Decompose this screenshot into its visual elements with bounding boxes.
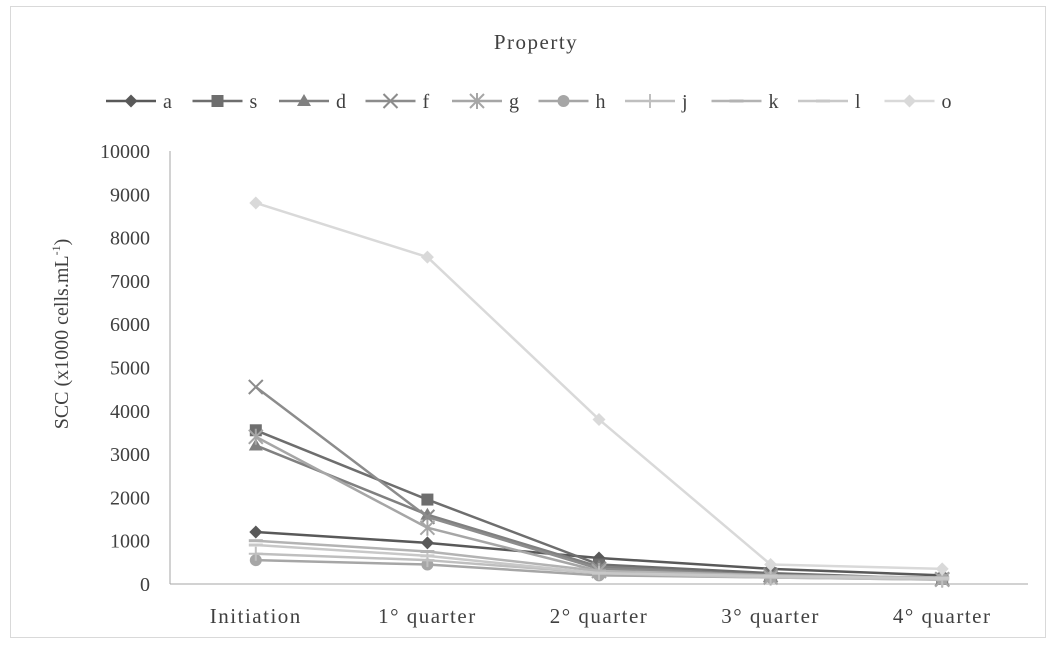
legend-item-j: j bbox=[625, 91, 688, 113]
y-tick-label: 9000 bbox=[110, 184, 150, 206]
x-tick-label: 3° quarter bbox=[721, 604, 820, 628]
x-axis-ticks: Initiation 1° quarter 2° quarter 3° quarter… bbox=[210, 604, 992, 628]
series-line-o bbox=[255, 201, 943, 571]
legend-label: h bbox=[596, 91, 606, 113]
y-tick-label: 1000 bbox=[110, 531, 150, 553]
y-axis-title-main: SCC (x1000 cells.mL bbox=[51, 255, 73, 429]
legend-item-d: d bbox=[279, 91, 346, 113]
x-tick-label: Initiation bbox=[210, 604, 302, 628]
data-point-g bbox=[248, 428, 264, 445]
data-point-f bbox=[248, 379, 264, 395]
legend-marker bbox=[124, 94, 138, 108]
y-tick-label: 7000 bbox=[110, 271, 150, 293]
legend-label: o bbox=[942, 91, 952, 113]
chart-frame bbox=[10, 6, 1046, 638]
legend-item-o: o bbox=[884, 91, 952, 113]
y-axis-title-close: ) bbox=[51, 239, 73, 246]
legend-label: d bbox=[336, 91, 346, 113]
legend-marker bbox=[903, 94, 916, 108]
legend-marker bbox=[557, 95, 570, 107]
legend-label: s bbox=[250, 91, 258, 113]
legend-item-g: g bbox=[452, 91, 519, 113]
data-point-o bbox=[420, 250, 434, 264]
series-o bbox=[249, 196, 949, 576]
data-point-a bbox=[249, 525, 263, 539]
legend-label: g bbox=[509, 91, 519, 113]
x-tick-label: 2° quarter bbox=[550, 604, 649, 628]
chart-title: Property bbox=[494, 30, 578, 54]
y-tick-label: 2000 bbox=[110, 487, 150, 509]
legend-marker bbox=[382, 93, 399, 109]
legend-label: k bbox=[769, 91, 779, 113]
series-layer bbox=[248, 196, 950, 588]
y-tick-label: 3000 bbox=[110, 444, 150, 466]
x-tick-label: 1° quarter bbox=[378, 604, 477, 628]
y-axis-title-sup: -1 bbox=[49, 245, 63, 255]
y-axis-title: SCC (x1000 cells.mL-1) bbox=[49, 239, 73, 430]
y-tick-label: 4000 bbox=[110, 401, 150, 423]
data-point-o bbox=[935, 562, 949, 576]
legend-item-s: s bbox=[192, 91, 258, 113]
legend-item-f: f bbox=[365, 91, 430, 113]
data-point-o bbox=[764, 558, 778, 572]
y-tick-label: 10000 bbox=[100, 141, 150, 163]
y-tick-label: 5000 bbox=[110, 358, 150, 380]
x-tick-label: 4° quarter bbox=[893, 604, 992, 628]
legend-label: f bbox=[423, 91, 430, 113]
data-point-s bbox=[421, 493, 434, 506]
y-tick-label: 0 bbox=[140, 574, 150, 596]
y-tick-label: 6000 bbox=[110, 314, 150, 336]
legend-marker bbox=[211, 95, 224, 107]
legend-item-k: k bbox=[711, 91, 779, 113]
data-point-f bbox=[419, 509, 436, 525]
legend-marker bbox=[297, 94, 311, 106]
y-tick-label: 8000 bbox=[110, 228, 150, 250]
y-axis-ticks: 0 1000 2000 3000 4000 5000 6000 7000 8000 9000 100… bbox=[100, 141, 150, 596]
legend-item-a: a bbox=[106, 91, 172, 113]
legend-item-l: l bbox=[798, 91, 861, 113]
legend-label: j bbox=[681, 91, 688, 113]
legend-label: l bbox=[855, 91, 861, 113]
data-point-g bbox=[419, 519, 436, 536]
data-point-o bbox=[592, 412, 606, 426]
data-point-a bbox=[420, 536, 434, 550]
data-point-j bbox=[248, 546, 263, 561]
legend-marker bbox=[643, 94, 657, 108]
series-l bbox=[248, 543, 950, 580]
legend-marker bbox=[469, 93, 485, 109]
legend-label: a bbox=[163, 91, 172, 113]
data-point-o bbox=[249, 196, 263, 210]
legend-item-h: h bbox=[538, 91, 606, 113]
